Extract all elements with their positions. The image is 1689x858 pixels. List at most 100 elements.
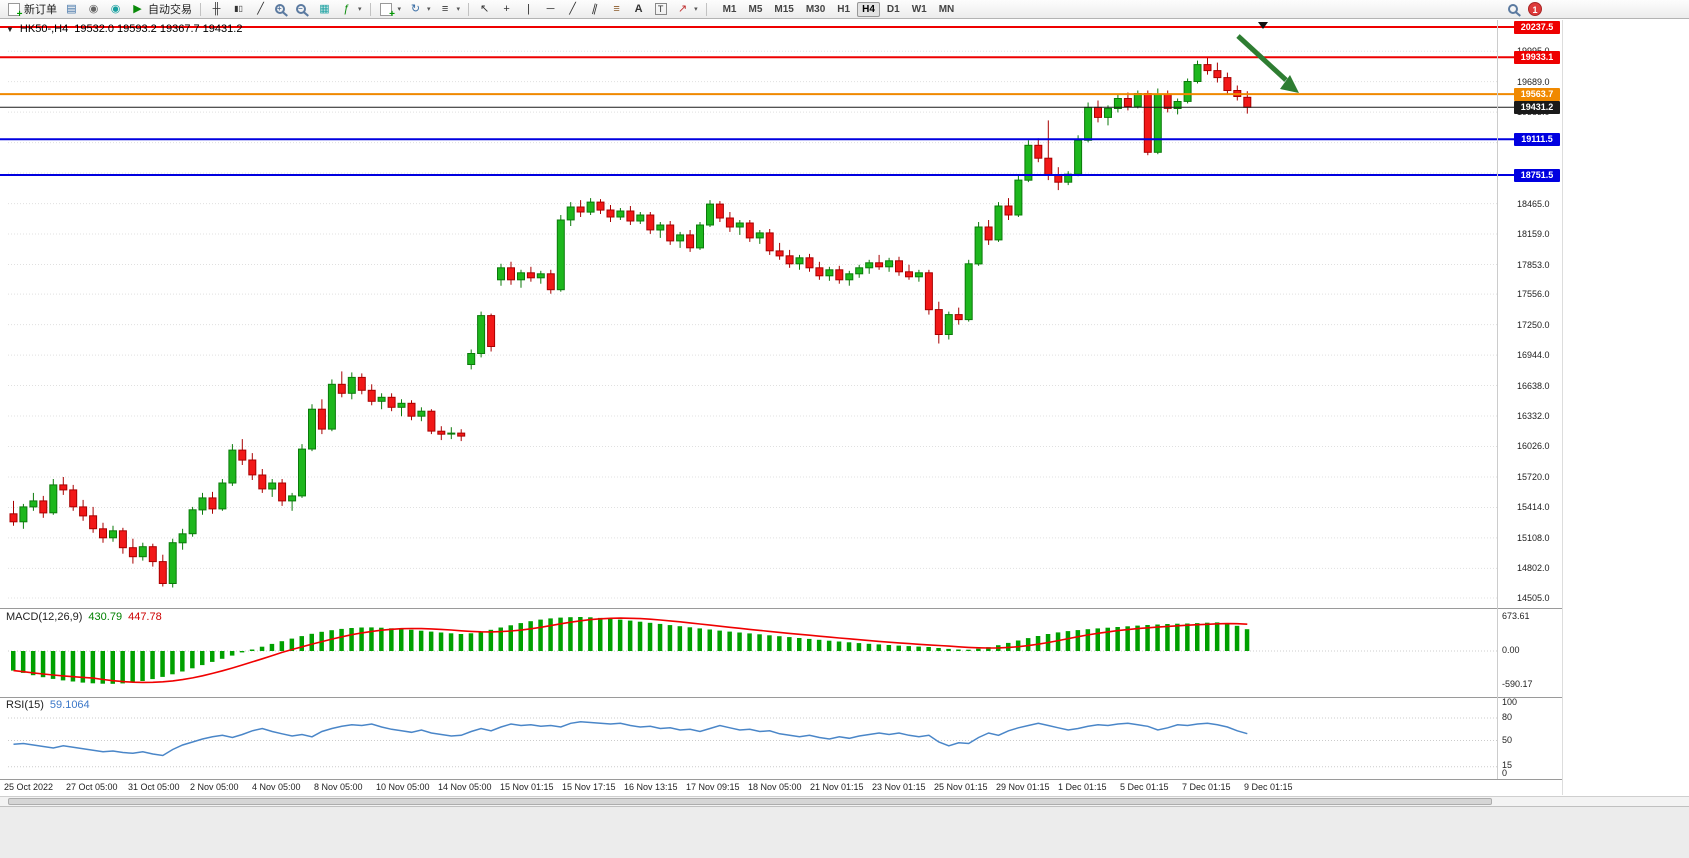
x-axis-label: 10 Nov 05:00 xyxy=(376,782,430,792)
timeframe-button-mn[interactable]: MN xyxy=(934,2,960,17)
x-axis-label: 4 Nov 05:00 xyxy=(252,782,301,792)
y-axis-label: 14505.0 xyxy=(1517,593,1550,603)
y-axis-label: 17556.0 xyxy=(1517,289,1550,300)
chart-candles-button[interactable]: ▮▯ xyxy=(228,1,249,18)
x-axis-label: 1 Dec 01:15 xyxy=(1058,782,1107,792)
profiles-icon: ↻ xyxy=(410,2,421,15)
market-depth-icon: ▤ xyxy=(66,2,77,15)
notification-badge[interactable]: 1 xyxy=(1528,2,1542,16)
new-order-label: 新订单 xyxy=(24,4,57,16)
indicators-button[interactable]: ƒ ▾ xyxy=(336,1,365,18)
new-chart-icon xyxy=(380,2,395,20)
market-depth-button[interactable]: ▤ xyxy=(61,1,82,18)
toolbar-separator xyxy=(200,2,201,16)
new-chart-button[interactable]: ▾ xyxy=(376,1,405,20)
chart-line-icon: ╱ xyxy=(257,2,264,15)
price-level-tag: 19933.1 xyxy=(1514,50,1560,64)
zoom-out-button[interactable] xyxy=(293,1,313,18)
price-level-tag: 18751.5 xyxy=(1514,168,1560,182)
new-order-button[interactable]: 新订单 xyxy=(3,1,60,20)
x-axis-label: 14 Nov 05:00 xyxy=(438,782,492,792)
new-order-icon xyxy=(7,2,23,20)
rsi-levels xyxy=(8,717,1497,768)
chart-bars-button[interactable]: ╫ xyxy=(206,1,227,18)
rsi-axis-label: 80 xyxy=(1502,712,1513,722)
y-axis-label: 15108.0 xyxy=(1517,532,1550,543)
x-axis-label: 21 Nov 01:15 xyxy=(810,782,864,792)
timeframe-button-h4[interactable]: H4 xyxy=(857,1,880,17)
rsi-value: 59.1064 xyxy=(49,699,90,711)
y-axis-label: 16638.0 xyxy=(1517,380,1550,391)
label-button[interactable]: T xyxy=(650,1,671,18)
y-axis-label: 17853.0 xyxy=(1517,259,1550,270)
fibonacci-icon: ≡ xyxy=(613,2,620,15)
x-axis-label: 18 Nov 05:00 xyxy=(748,782,802,792)
autotrading-label: 自动交易 xyxy=(148,4,192,16)
timeframe-button-m15[interactable]: M15 xyxy=(769,2,798,17)
cursor-icon: ↖ xyxy=(479,2,490,15)
tile-windows-icon: ▦ xyxy=(319,2,330,15)
chart-bars-icon: ╫ xyxy=(212,2,221,15)
community-button[interactable]: ◉ xyxy=(105,1,126,18)
x-axis-label: 16 Nov 13:15 xyxy=(624,782,678,792)
horizontal-line-button[interactable]: ─ xyxy=(540,1,561,18)
timeframe-button-m30[interactable]: M30 xyxy=(801,2,830,17)
horizontal-price-lines[interactable] xyxy=(0,26,1514,176)
y-axis-label: 16944.0 xyxy=(1517,350,1550,361)
window-bottom-area xyxy=(0,806,1689,858)
x-axis-label: 29 Nov 01:15 xyxy=(996,782,1050,792)
x-axis-label: 5 Dec 01:15 xyxy=(1120,782,1169,792)
y-axis-label: 18159.0 xyxy=(1517,229,1550,240)
autotrading-button[interactable]: ▶ 自动交易 xyxy=(127,1,195,18)
timeframe-button-h1[interactable]: H1 xyxy=(832,2,855,17)
x-axis-label: 8 Nov 05:00 xyxy=(314,782,363,792)
timeframe-button-m5[interactable]: M5 xyxy=(743,2,767,17)
fibonacci-button[interactable]: ≡ xyxy=(606,1,627,18)
timeframe-button-m1[interactable]: M1 xyxy=(718,2,742,17)
zoom-in-button[interactable] xyxy=(272,1,292,18)
price-level-tag: 19563.7 xyxy=(1514,87,1560,101)
arrows-button[interactable]: ↗ ▾ xyxy=(672,1,701,18)
macd-axis-label: 0.00 xyxy=(1502,645,1520,655)
timeframe-group: M1 M5 M15 M30 H1 H4 D1 W1 MN xyxy=(718,1,960,17)
tile-windows-button[interactable]: ▦ xyxy=(314,1,335,18)
templates-button[interactable]: ≡ ▾ xyxy=(435,1,464,18)
sounds-button[interactable]: ◉ xyxy=(83,1,104,18)
profiles-button[interactable]: ↻ ▾ xyxy=(405,1,434,18)
horizontal-scrollbar[interactable] xyxy=(0,796,1689,806)
timeframe-button-w1[interactable]: W1 xyxy=(907,2,932,17)
macd-histogram xyxy=(11,617,1250,684)
x-axis-label: 27 Oct 05:00 xyxy=(66,782,118,792)
trend-arrow-annotation[interactable] xyxy=(1236,34,1299,93)
cursor-button[interactable]: ↖ xyxy=(474,1,495,18)
macd-indicator-label: MACD(12,26,9) 430.79 447.78 xyxy=(6,611,162,623)
toolbar-separator xyxy=(705,2,707,16)
rsi-axis-label: 0 xyxy=(1502,768,1508,778)
trendline-button[interactable]: ╱ xyxy=(562,1,583,18)
zoom-in-icon xyxy=(275,4,285,14)
text-button[interactable]: A xyxy=(628,1,649,18)
arrows-icon: ↗ xyxy=(677,2,688,15)
timeframe-button-d1[interactable]: D1 xyxy=(882,2,905,17)
chart-line-button[interactable]: ╱ xyxy=(250,1,271,18)
chart-ohlc-values: 19532.0 19593.2 19367.7 19431.2 xyxy=(74,23,243,35)
search-icon[interactable] xyxy=(1508,4,1518,14)
rsi-axis-label: 50 xyxy=(1502,735,1513,745)
vertical-line-button[interactable]: | xyxy=(518,1,539,18)
price-level-tag: 19111.5 xyxy=(1514,132,1560,146)
y-axis-label: 15414.0 xyxy=(1517,502,1550,513)
channel-button[interactable]: ∥ xyxy=(584,1,605,18)
text-icon: A xyxy=(634,2,643,15)
one-click-trading-icon[interactable]: ▼ xyxy=(6,24,14,34)
chart-symbol-period: HK50-,H4 xyxy=(19,23,69,35)
rsi-name: RSI(15) xyxy=(6,699,44,711)
dropdown-arrow-icon: ▾ xyxy=(694,6,698,13)
scrollbar-thumb[interactable] xyxy=(8,798,1492,805)
candlesticks xyxy=(9,56,1252,588)
x-axis-label: 17 Nov 09:15 xyxy=(686,782,740,792)
crosshair-button[interactable]: + xyxy=(496,1,517,18)
macd-main-value: 430.79 xyxy=(88,611,123,623)
crosshair-icon: + xyxy=(503,2,510,15)
y-axis-label: 17250.0 xyxy=(1517,319,1550,330)
